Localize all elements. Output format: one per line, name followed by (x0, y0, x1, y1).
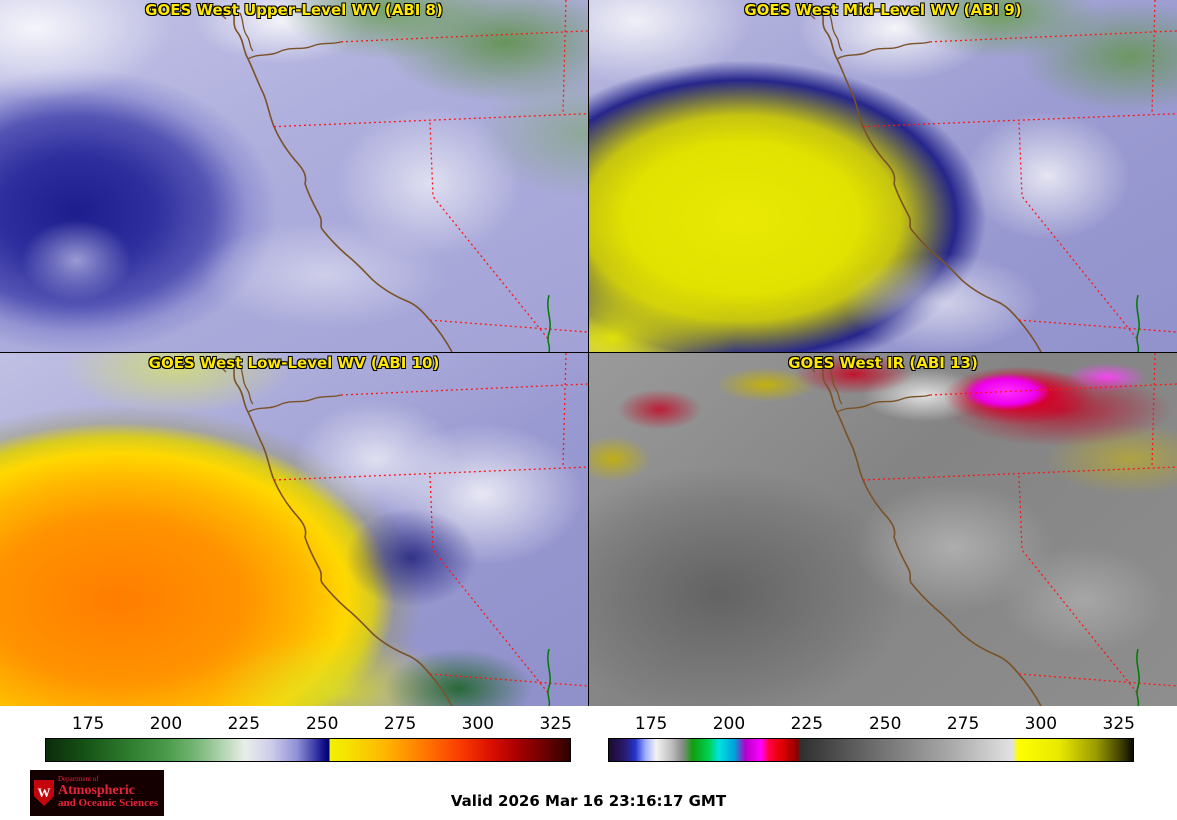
coastline (821, 7, 1042, 352)
colorado-river (1136, 648, 1140, 706)
us-mexico-border (1018, 673, 1177, 687)
state-border-ca-nv (1018, 475, 1139, 695)
panel-title-abi10: GOES West Low-Level WV (ABI 10) (148, 354, 440, 372)
tick-label: 225 (790, 714, 824, 734)
tick-label: 225 (227, 714, 261, 734)
coastline (821, 360, 1042, 706)
tick-label: 175 (634, 714, 668, 734)
colorado-river (547, 648, 551, 706)
panel-mid-level-wv: GOES West Mid-Level WV (ABI 9) (589, 0, 1177, 352)
colorado-river (547, 294, 551, 352)
us-mexico-border (1018, 319, 1177, 333)
us-mexico-border (429, 319, 588, 333)
tick-label: 300 (461, 714, 495, 734)
panel-title-abi13: GOES West IR (ABI 13) (788, 354, 978, 372)
crest-letter: W (37, 785, 51, 800)
map-overlay (206, 353, 588, 706)
logo-text: Department of Atmospheric and Oceanic Sc… (58, 775, 159, 810)
colorado-river (1136, 294, 1140, 352)
coastline (232, 360, 453, 706)
puget-sound-coastline (206, 355, 254, 405)
columbia-river (836, 394, 931, 413)
map-overlay-slot (0, 0, 588, 352)
panel-ir: GOES West IR (ABI 13) (589, 353, 1177, 706)
colorbar-ir-ticks: 175 200 225 250 275 300 325 (608, 714, 1135, 738)
coastline (232, 7, 453, 352)
state-border-or-id (562, 353, 567, 468)
panel-title-abi8: GOES West Upper-Level WV (ABI 8) (145, 1, 443, 19)
tick-label: 200 (149, 714, 183, 734)
logo-dept-line: Department of (58, 775, 99, 784)
tick-label: 275 (946, 714, 980, 734)
columbia-river (247, 41, 342, 60)
state-border-wa-or (929, 383, 1177, 396)
state-border-wa-or (340, 383, 588, 396)
puget-sound-coastline (795, 355, 843, 405)
tick-label: 175 (71, 714, 105, 734)
logo-line-oceanic: and Oceanic Sciences (58, 797, 159, 810)
map-overlay (795, 353, 1177, 706)
state-border-or-ca (273, 113, 588, 128)
columbia-river (836, 41, 931, 60)
state-border-ca-nv (429, 122, 550, 341)
tick-label: 275 (383, 714, 417, 734)
tick-label: 200 (712, 714, 746, 734)
state-border-or-id (562, 0, 567, 114)
valid-timestamp: Valid 2026 Mar 16 23:16:17 GMT (450, 792, 727, 810)
map-overlay (795, 0, 1177, 352)
logo-line-atmospheric: Atmospheric (58, 782, 135, 798)
state-border-ca-nv (429, 475, 550, 695)
map-overlay-slot (589, 0, 1177, 352)
map-overlay (206, 0, 588, 352)
tick-label: 250 (305, 714, 339, 734)
uw-crest-icon: W (34, 780, 54, 806)
colorbar-wv-gradient (45, 738, 571, 762)
state-border-ca-nv (1018, 122, 1139, 341)
puget-sound-coastline (795, 2, 843, 52)
state-border-or-id (1151, 0, 1156, 114)
map-overlay-slot (589, 353, 1177, 706)
state-border-or-id (1151, 353, 1156, 468)
columbia-river (247, 394, 342, 413)
panel-low-level-wv: GOES West Low-Level WV (ABI 10) (0, 353, 588, 706)
state-border-wa-or (340, 30, 588, 43)
colorbar-ir-gradient (608, 738, 1134, 762)
colorbar-row: 175 200 225 250 275 300 325 175 200 225 … (0, 706, 1177, 762)
state-border-or-ca (273, 466, 588, 481)
tick-label: 250 (868, 714, 902, 734)
map-overlay-slot (0, 353, 588, 706)
colorbar-wv-ticks: 175 200 225 250 275 300 325 (45, 714, 572, 738)
satellite-quad-grid: GOES West Upper-Level WV (ABI 8) GOES We… (0, 0, 1177, 706)
uw-aos-logo: W Department of Atmospheric and Oceanic … (30, 770, 164, 816)
panel-title-abi9: GOES West Mid-Level WV (ABI 9) (744, 1, 1022, 19)
colorbar-ir: 175 200 225 250 275 300 325 (608, 714, 1135, 762)
tick-label: 325 (1102, 714, 1135, 734)
state-border-wa-or (929, 30, 1177, 43)
tick-label: 300 (1024, 714, 1058, 734)
tick-label: 325 (539, 714, 572, 734)
colorbar-wv: 175 200 225 250 275 300 325 (45, 714, 572, 762)
us-mexico-border (429, 673, 588, 687)
puget-sound-coastline (206, 2, 254, 52)
state-border-or-ca (862, 113, 1177, 128)
state-border-or-ca (862, 466, 1177, 481)
footer: W Department of Atmospheric and Oceanic … (0, 762, 1177, 820)
panel-upper-level-wv: GOES West Upper-Level WV (ABI 8) (0, 0, 588, 352)
